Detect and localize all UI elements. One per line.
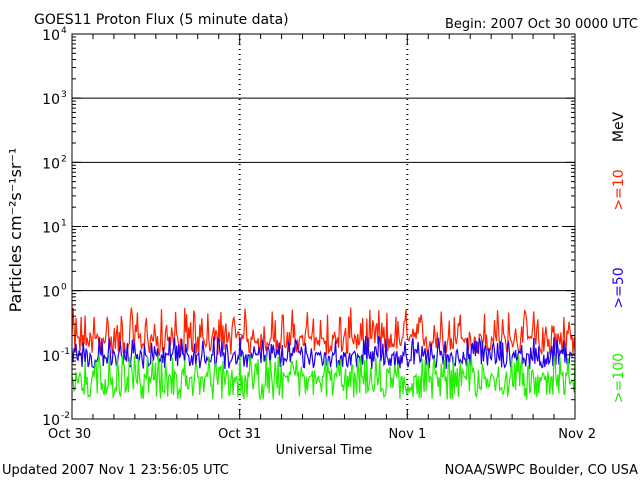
y-tick-label: 10 bbox=[42, 221, 60, 237]
updated-label: Updated 2007 Nov 1 23:56:05 UTC bbox=[2, 463, 229, 478]
y-tick-exponent: 2 bbox=[61, 154, 67, 164]
y-tick-label: 10 bbox=[42, 156, 60, 172]
y-tick-exponent: -1 bbox=[61, 347, 70, 357]
threshold-lines bbox=[72, 97, 575, 292]
legend: MeV >=10 >=50 >=100 bbox=[611, 111, 627, 403]
y-tick-exponent: -2 bbox=[61, 411, 70, 421]
y-tick-exponent: 0 bbox=[61, 283, 67, 293]
begin-label: Begin: 2007 Oct 30 0000 UTC bbox=[445, 17, 638, 32]
data-series bbox=[71, 307, 576, 402]
legend-entry: >=50 bbox=[611, 267, 627, 308]
series-line bbox=[71, 307, 576, 357]
y-tick-label: 10 bbox=[42, 92, 60, 108]
y-tick-exponent: 4 bbox=[61, 26, 67, 36]
x-axis-label: Universal Time bbox=[276, 443, 373, 458]
x-axis: Oct 30 Oct 31 Nov 1 Nov 2 bbox=[48, 34, 596, 442]
legend-unit: MeV bbox=[611, 111, 627, 142]
legend-entry: >=100 bbox=[611, 353, 627, 403]
series-line bbox=[71, 335, 576, 370]
x-tick-label: Nov 2 bbox=[558, 427, 596, 442]
chart-title: GOES11 Proton Flux (5 minute data) bbox=[34, 12, 289, 28]
y-tick-exponent: 1 bbox=[61, 219, 67, 229]
y-tick-label: 10 bbox=[42, 28, 60, 44]
x-tick-label: Oct 30 bbox=[48, 427, 91, 442]
y-tick-label: 10 bbox=[42, 413, 60, 429]
y-tick-label: 10 bbox=[42, 349, 60, 365]
y-tick-label: 10 bbox=[42, 285, 60, 301]
y-axis-label: Particles cm⁻²s⁻¹sr⁻¹ bbox=[6, 148, 25, 313]
y-tick-exponent: 3 bbox=[61, 90, 67, 100]
legend-entry: >=10 bbox=[611, 169, 627, 210]
x-tick-label: Nov 1 bbox=[388, 427, 426, 442]
x-tick-label: Oct 31 bbox=[218, 427, 261, 442]
credit-label: NOAA/SWPC Boulder, CO USA bbox=[445, 463, 638, 478]
series-line bbox=[71, 354, 576, 402]
